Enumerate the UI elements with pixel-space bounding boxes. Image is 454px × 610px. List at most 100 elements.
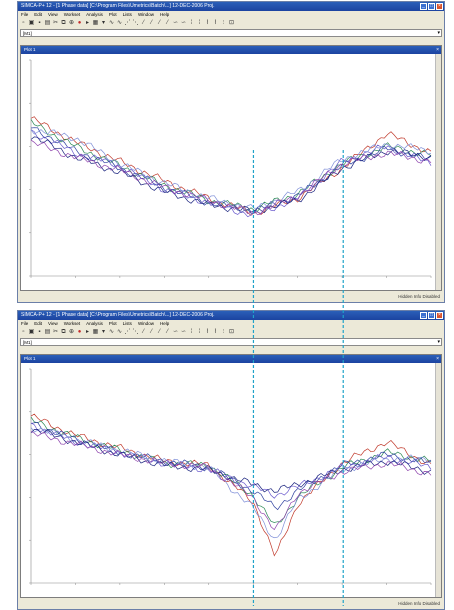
plot-icon-a[interactable]: ∿ <box>108 19 115 26</box>
plot-icon-d[interactable]: ⋱ <box>132 328 139 335</box>
menu-file[interactable]: File <box>21 321 29 326</box>
series-line-2 <box>30 119 432 212</box>
close-icon[interactable]: × <box>436 356 439 362</box>
plot-window: Plot 1 × <box>20 354 442 598</box>
cut-icon[interactable]: ✂ <box>52 19 59 26</box>
close-icon[interactable]: × <box>436 47 439 53</box>
plot-icon-g[interactable]: ⁄ <box>158 328 160 335</box>
plot-icon-j[interactable]: ∽ <box>180 328 187 335</box>
zoom-icon[interactable]: ⊕ <box>68 328 75 335</box>
minimize-button[interactable]: _ <box>420 312 427 319</box>
model-selector[interactable]: [M1] ▾ <box>20 338 442 346</box>
vertical-scrollbar[interactable] <box>435 363 441 597</box>
chevron-down-icon[interactable]: ▾ <box>437 339 440 345</box>
plot-icon-o[interactable]: ⫶ <box>222 19 225 26</box>
menu-lists[interactable]: Lists <box>122 12 132 17</box>
select-icon[interactable]: ▾ <box>101 19 105 26</box>
plot-icon-j[interactable]: ∽ <box>180 19 187 26</box>
window-titlebar[interactable]: SIMCA-P+ 12 - [1 Phase data] [C:\Program… <box>18 2 444 11</box>
menu-workset[interactable]: Workset <box>63 12 81 17</box>
plot-icon-k[interactable]: ⁞ <box>190 19 193 26</box>
stop-icon[interactable]: ● <box>77 328 82 335</box>
plot-icon-n[interactable]: ⌇ <box>214 328 217 335</box>
grid-icon[interactable]: ▦ <box>92 19 99 26</box>
open-icon[interactable]: ▣ <box>28 19 35 26</box>
cut-icon[interactable]: ✂ <box>52 328 59 335</box>
menu-window[interactable]: Window <box>137 321 154 326</box>
plot-icon-f[interactable]: ⁄ <box>150 19 152 26</box>
series-line-6 <box>30 429 432 493</box>
plot-icon-i[interactable]: ∽ <box>172 19 179 26</box>
menu-plot[interactable]: Plot <box>108 12 117 17</box>
save-icon[interactable]: ▪ <box>38 19 41 26</box>
line-chart-top <box>29 59 432 278</box>
plot-icon-c[interactable]: ⋰ <box>124 328 131 335</box>
save-icon[interactable]: ▪ <box>38 328 41 335</box>
plot-icon-c[interactable]: ⋰ <box>124 19 131 26</box>
plot-icon-l[interactable]: ⁞ <box>198 328 201 335</box>
print-icon[interactable]: ▤ <box>44 328 51 335</box>
plot-icon-e[interactable]: ⁄ <box>142 328 144 335</box>
plot-icon-h[interactable]: ⁄ <box>166 19 168 26</box>
print-icon[interactable]: ▤ <box>44 19 51 26</box>
toolbar: ▫ ▣ ▪ ▤ ✂ ⧉ ⊕ ● ▸ ▦ ▾ ∿ ∿ ⋰ ⋱ ⁄ ⁄ ⁄ ⁄ ∽ … <box>18 18 444 28</box>
plot-titlebar[interactable]: Plot 1 × <box>21 46 441 54</box>
plot-icon-h[interactable]: ⁄ <box>166 328 168 335</box>
plot-area[interactable] <box>21 54 441 290</box>
menu-edit[interactable]: Edit <box>34 12 43 17</box>
plot-icon-p[interactable]: ⊡ <box>228 19 235 26</box>
select-icon[interactable]: ▾ <box>101 328 105 335</box>
plot-titlebar[interactable]: Plot 1 × <box>21 355 441 363</box>
maximize-button[interactable]: □ <box>428 312 435 319</box>
plot-icon-m[interactable]: ⌇ <box>206 19 209 26</box>
arrow-icon[interactable]: ▸ <box>85 19 89 26</box>
new-icon[interactable]: ▫ <box>22 19 25 26</box>
menu-help[interactable]: Help <box>159 12 170 17</box>
menu-analysis[interactable]: Analysis <box>86 12 103 17</box>
new-icon[interactable]: ▫ <box>22 328 25 335</box>
menu-window[interactable]: Window <box>137 12 154 17</box>
plot-icon-i[interactable]: ∽ <box>172 328 179 335</box>
plot-icon-g[interactable]: ⁄ <box>158 19 160 26</box>
menu-lists[interactable]: Lists <box>122 321 132 326</box>
open-icon[interactable]: ▣ <box>28 328 35 335</box>
window-title: SIMCA-P+ 12 - [1 Phase data] [C:\Program… <box>21 3 215 9</box>
menu-view[interactable]: View <box>48 12 58 17</box>
plot-icon-e[interactable]: ⁄ <box>142 19 144 26</box>
zoom-icon[interactable]: ⊕ <box>68 19 75 26</box>
plot-icon-b[interactable]: ∿ <box>116 328 123 335</box>
plot-icon-n[interactable]: ⌇ <box>214 19 217 26</box>
plot-area[interactable] <box>21 363 441 597</box>
menu-help[interactable]: Help <box>159 321 170 326</box>
plot-icon-p[interactable]: ⊡ <box>228 328 235 335</box>
arrow-icon[interactable]: ▸ <box>85 328 89 335</box>
plot-icon-d[interactable]: ⋱ <box>132 19 139 26</box>
plot-icon-o[interactable]: ⫶ <box>222 328 225 335</box>
menu-bar: File Edit View Workset Analysis Plot Lis… <box>18 11 444 18</box>
vertical-scrollbar[interactable] <box>435 54 441 290</box>
plot-icon-b[interactable]: ∿ <box>116 19 123 26</box>
maximize-button[interactable]: □ <box>428 3 435 10</box>
status-bar: Hidden Info Disabled <box>18 292 444 302</box>
plot-icon-f[interactable]: ⁄ <box>150 328 152 335</box>
model-selector[interactable]: [M1] ▾ <box>20 29 442 37</box>
grid-icon[interactable]: ▦ <box>92 328 99 335</box>
copy-icon[interactable]: ⧉ <box>61 328 66 335</box>
plot-icon-l[interactable]: ⁞ <box>198 19 201 26</box>
plot-icon-k[interactable]: ⁞ <box>190 328 193 335</box>
menu-plot[interactable]: Plot <box>108 321 117 326</box>
close-button[interactable]: × <box>436 3 443 10</box>
menu-analysis[interactable]: Analysis <box>86 321 103 326</box>
chevron-down-icon[interactable]: ▾ <box>437 30 440 36</box>
menu-edit[interactable]: Edit <box>34 321 43 326</box>
stop-icon[interactable]: ● <box>77 19 82 26</box>
plot-icon-a[interactable]: ∿ <box>108 328 115 335</box>
menu-view[interactable]: View <box>48 321 58 326</box>
minimize-button[interactable]: _ <box>420 3 427 10</box>
close-button[interactable]: × <box>436 312 443 319</box>
plot-icon-m[interactable]: ⌇ <box>206 328 209 335</box>
menu-file[interactable]: File <box>21 12 29 17</box>
copy-icon[interactable]: ⧉ <box>61 19 66 26</box>
menu-workset[interactable]: Workset <box>63 321 81 326</box>
window-titlebar[interactable]: SIMCA-P+ 12 - [1 Phase data] [C:\Program… <box>18 311 444 320</box>
